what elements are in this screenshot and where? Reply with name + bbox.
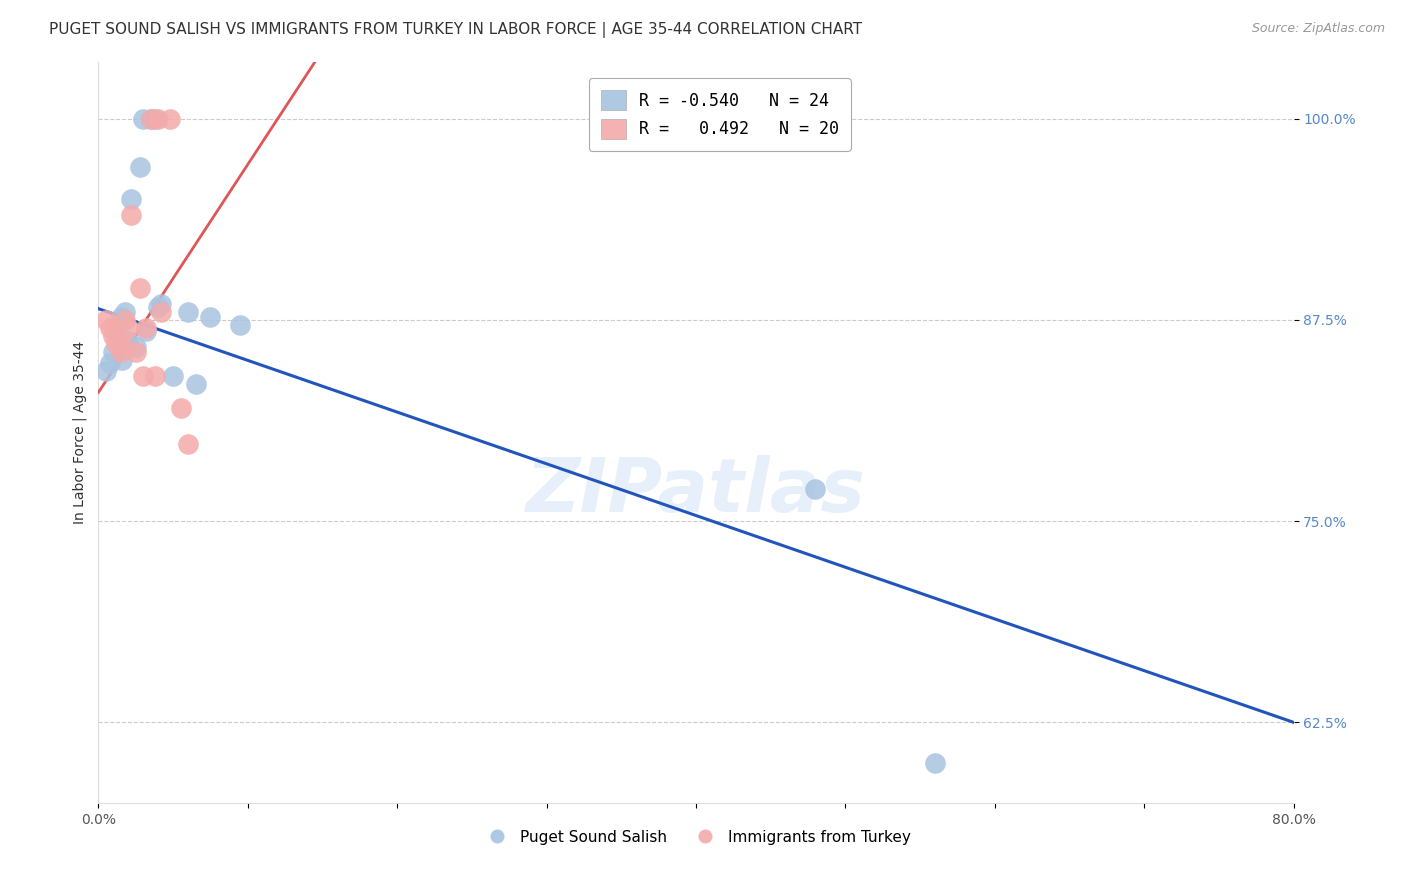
Legend: Puget Sound Salish, Immigrants from Turkey: Puget Sound Salish, Immigrants from Turk… — [475, 823, 917, 851]
Point — [125, 345, 148, 359]
Point — [135, 324, 157, 338]
Text: Source: ZipAtlas.com: Source: ZipAtlas.com — [1251, 22, 1385, 36]
Point — [120, 208, 142, 222]
Point — [135, 321, 157, 335]
Point — [169, 401, 191, 416]
Point — [103, 329, 125, 343]
Point — [139, 112, 162, 126]
Point — [114, 305, 136, 319]
Point — [150, 297, 173, 311]
Point — [111, 337, 134, 351]
Point — [148, 112, 170, 126]
Point — [229, 318, 252, 332]
Point — [139, 112, 162, 126]
Point — [98, 321, 122, 335]
Point — [120, 192, 142, 206]
Point — [150, 305, 173, 319]
Point — [94, 364, 117, 378]
Point — [110, 345, 132, 359]
Text: ZIPatlas: ZIPatlas — [526, 455, 866, 528]
Point — [200, 310, 222, 324]
Point — [177, 437, 200, 451]
Y-axis label: In Labor Force | Age 35-44: In Labor Force | Age 35-44 — [73, 341, 87, 524]
Point — [114, 313, 136, 327]
Point — [129, 160, 152, 174]
Point — [105, 337, 128, 351]
Point — [129, 281, 152, 295]
Point — [159, 112, 181, 126]
Point — [125, 340, 148, 354]
Point — [98, 356, 122, 370]
Point — [103, 345, 125, 359]
Text: PUGET SOUND SALISH VS IMMIGRANTS FROM TURKEY IN LABOR FORCE | AGE 35-44 CORRELAT: PUGET SOUND SALISH VS IMMIGRANTS FROM TU… — [49, 22, 862, 38]
Point — [924, 756, 946, 770]
Point — [105, 321, 128, 335]
Point — [162, 369, 184, 384]
Point — [804, 482, 827, 496]
Point — [110, 310, 132, 324]
Point — [132, 112, 155, 126]
Point — [148, 300, 170, 314]
Point — [111, 353, 134, 368]
Point — [132, 369, 155, 384]
Point — [117, 321, 139, 335]
Point — [143, 369, 166, 384]
Point — [117, 334, 139, 348]
Point — [94, 313, 117, 327]
Point — [143, 112, 166, 126]
Point — [184, 377, 207, 392]
Point — [177, 305, 200, 319]
